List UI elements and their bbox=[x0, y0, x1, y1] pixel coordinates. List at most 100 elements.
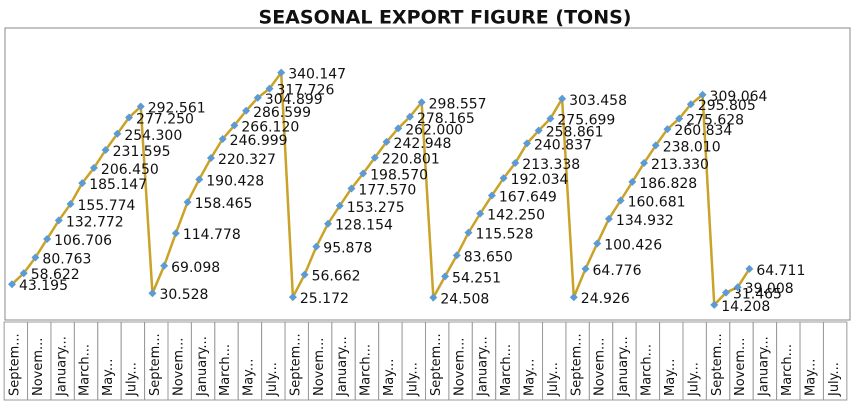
data-point bbox=[569, 293, 578, 302]
data-point bbox=[558, 94, 567, 103]
data-label: 220.801 bbox=[382, 152, 440, 168]
x-tick-label: July... bbox=[125, 362, 140, 397]
x-tick-label: Septem... bbox=[8, 333, 23, 396]
data-point bbox=[171, 229, 180, 238]
data-point bbox=[148, 289, 157, 298]
data-point bbox=[394, 124, 403, 133]
data-point bbox=[230, 121, 239, 130]
data-label: 206.450 bbox=[101, 162, 159, 178]
data-point bbox=[675, 114, 684, 123]
x-tick-label: May... bbox=[803, 359, 818, 396]
x-tick-label: Novem... bbox=[31, 338, 46, 396]
data-label: 100.426 bbox=[604, 237, 662, 253]
data-point bbox=[534, 126, 543, 135]
data-label: 83.650 bbox=[464, 249, 513, 265]
data-point bbox=[125, 113, 134, 122]
data-label: 254.300 bbox=[124, 128, 182, 144]
data-point bbox=[581, 264, 590, 273]
data-label: 198.570 bbox=[370, 168, 428, 184]
x-tick-label: March... bbox=[359, 344, 374, 396]
x-tick-label: May... bbox=[242, 359, 257, 396]
data-point bbox=[663, 125, 672, 134]
data-point bbox=[195, 175, 204, 184]
data-label: 304.899 bbox=[265, 92, 323, 108]
data-point bbox=[721, 288, 730, 297]
data-point bbox=[265, 84, 274, 93]
data-label: 25.172 bbox=[300, 291, 349, 307]
x-tick-label: January... bbox=[195, 336, 210, 397]
data-label: 220.327 bbox=[218, 152, 276, 168]
data-label: 155.774 bbox=[78, 198, 136, 214]
data-label: 246.999 bbox=[230, 133, 288, 149]
data-point bbox=[745, 264, 754, 273]
data-label: 106.706 bbox=[54, 233, 112, 249]
data-label: 185.147 bbox=[89, 177, 147, 193]
data-point bbox=[218, 135, 227, 144]
x-tick-label: Septem... bbox=[569, 333, 584, 396]
data-label: 128.154 bbox=[335, 218, 393, 234]
data-label: 31.465 bbox=[733, 287, 782, 303]
data-label: 30.528 bbox=[159, 287, 208, 303]
data-label: 80.763 bbox=[42, 251, 91, 267]
data-label: 43.195 bbox=[19, 278, 68, 294]
x-tick-label: Septem... bbox=[710, 333, 725, 396]
data-point bbox=[651, 141, 660, 150]
data-label: 213.330 bbox=[651, 157, 709, 173]
x-tick-label: January... bbox=[476, 336, 491, 397]
data-point bbox=[499, 174, 508, 183]
x-tick-label: Novem... bbox=[733, 338, 748, 396]
data-point bbox=[347, 184, 356, 193]
x-tick-label: May... bbox=[382, 359, 397, 396]
data-point bbox=[733, 283, 742, 292]
data-label: 158.465 bbox=[195, 196, 253, 212]
data-point bbox=[31, 253, 40, 262]
data-point bbox=[324, 219, 333, 228]
data-point bbox=[288, 293, 297, 302]
x-tick-label: March... bbox=[780, 344, 795, 396]
x-tick-label: March... bbox=[640, 344, 655, 396]
data-point bbox=[417, 98, 426, 107]
data-label: 275.628 bbox=[686, 113, 744, 129]
data-point bbox=[300, 270, 309, 279]
data-point bbox=[54, 216, 63, 225]
data-label: 340.147 bbox=[288, 67, 346, 83]
data-point bbox=[101, 145, 110, 154]
data-point bbox=[312, 242, 321, 251]
data-label: 192.034 bbox=[511, 172, 569, 188]
data-label: 142.250 bbox=[487, 208, 545, 224]
x-tick-label: Novem... bbox=[171, 338, 186, 396]
data-point bbox=[593, 239, 602, 248]
x-tick-label: July... bbox=[405, 362, 420, 397]
x-tick-label: Septem... bbox=[288, 333, 303, 396]
data-label: 64.776 bbox=[593, 263, 642, 279]
data-label: 260.834 bbox=[674, 123, 732, 139]
data-label: 292.561 bbox=[148, 101, 206, 117]
data-label: 115.528 bbox=[475, 227, 533, 243]
x-tick-label: March... bbox=[218, 344, 233, 396]
data-point bbox=[8, 280, 16, 289]
data-point bbox=[452, 251, 461, 260]
data-point bbox=[78, 179, 87, 188]
data-point bbox=[710, 300, 719, 309]
data-label: 309.064 bbox=[710, 89, 768, 105]
x-tick-label: July... bbox=[827, 362, 842, 397]
data-label: 238.010 bbox=[663, 139, 721, 155]
data-label: 186.828 bbox=[639, 176, 697, 192]
data-point bbox=[382, 137, 391, 146]
data-point bbox=[405, 112, 414, 121]
data-point bbox=[604, 214, 613, 223]
data-point bbox=[616, 196, 625, 205]
data-point bbox=[522, 139, 531, 148]
x-tick-label: January... bbox=[616, 336, 631, 397]
data-point bbox=[698, 90, 707, 99]
data-point bbox=[136, 102, 145, 111]
x-tick-label: July... bbox=[686, 362, 701, 397]
data-label: 303.458 bbox=[569, 93, 627, 109]
x-tick-label: May... bbox=[101, 359, 116, 396]
x-tick-label: January... bbox=[757, 336, 772, 397]
data-point bbox=[628, 177, 637, 186]
data-label: 39.008 bbox=[745, 281, 794, 297]
data-point bbox=[359, 169, 368, 178]
data-label: 69.098 bbox=[171, 260, 220, 276]
x-tick-label: July... bbox=[265, 362, 280, 397]
